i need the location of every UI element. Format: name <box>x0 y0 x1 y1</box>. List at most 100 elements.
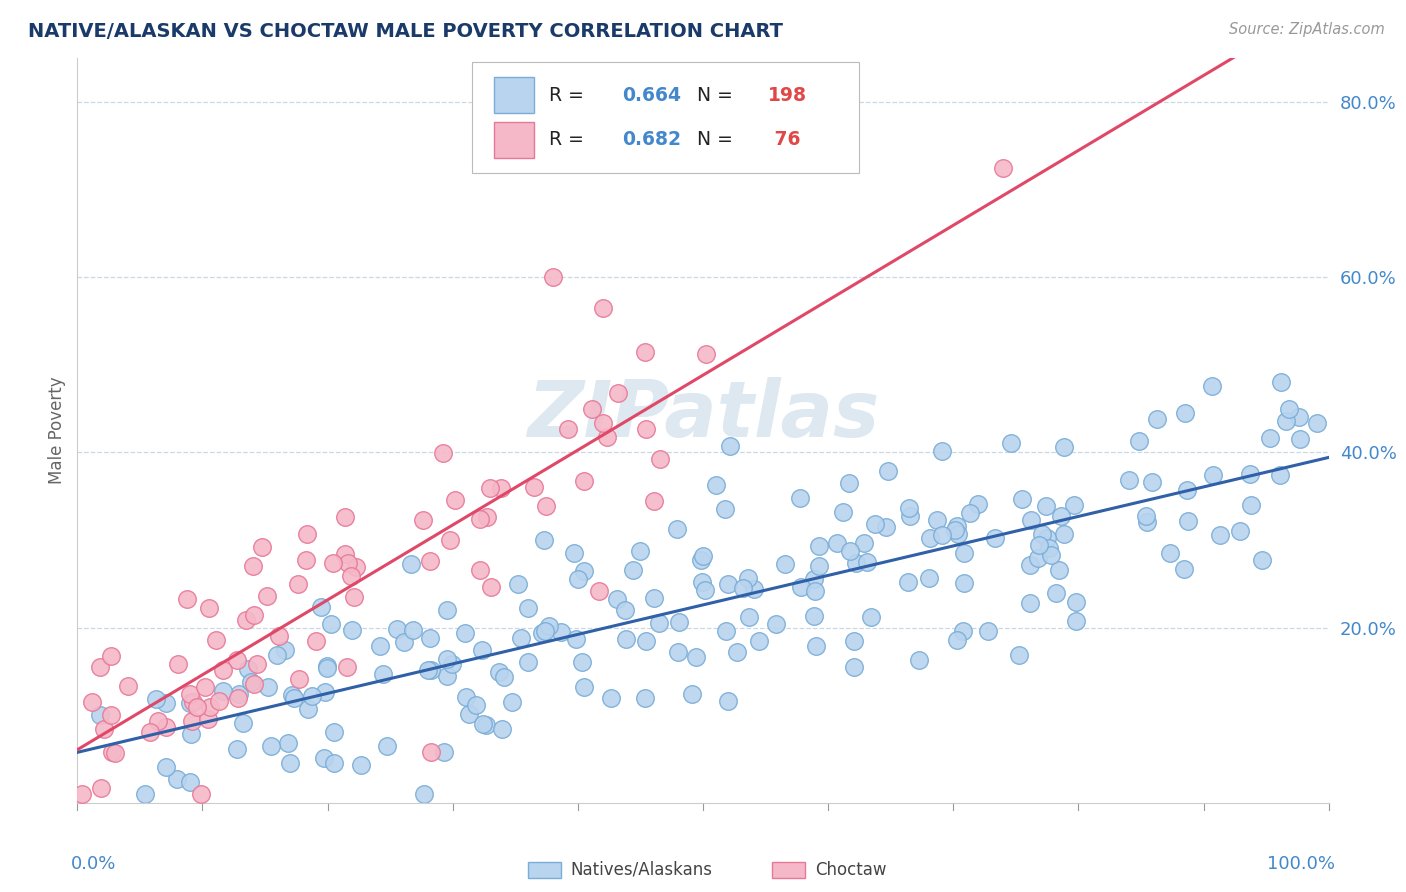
Point <box>418 631 440 645</box>
Point <box>420 745 443 759</box>
Point <box>1053 526 1076 541</box>
Point <box>692 549 714 564</box>
Point <box>807 558 830 573</box>
Point <box>257 680 280 694</box>
Point <box>419 554 441 568</box>
Point <box>470 512 492 526</box>
Point <box>931 527 953 541</box>
Point <box>557 422 579 436</box>
Point <box>628 544 651 558</box>
Point <box>180 726 202 740</box>
Point <box>340 624 363 638</box>
Point <box>599 690 621 705</box>
Point <box>550 624 572 639</box>
Point <box>260 739 283 754</box>
Point <box>1258 431 1281 445</box>
Point <box>1019 596 1042 610</box>
Point <box>614 603 637 617</box>
Point <box>281 688 304 702</box>
Point <box>718 439 741 453</box>
Point <box>226 653 249 667</box>
Point <box>89 660 111 674</box>
Point <box>945 633 967 648</box>
Text: 0.0%: 0.0% <box>72 855 117 873</box>
Point <box>181 695 204 709</box>
Point <box>1270 375 1292 389</box>
Point <box>394 635 416 649</box>
Point <box>832 505 855 519</box>
Point <box>197 712 219 726</box>
Point <box>773 558 796 572</box>
Point <box>731 581 754 595</box>
Point <box>897 574 920 589</box>
Point <box>538 619 561 633</box>
Point <box>155 760 177 774</box>
Point <box>1045 586 1067 600</box>
Point <box>402 624 425 638</box>
Point <box>1159 546 1181 560</box>
Point <box>517 656 540 670</box>
Point <box>134 787 156 801</box>
Point <box>510 632 533 646</box>
Point <box>336 660 359 674</box>
Point <box>82 695 104 709</box>
Point <box>825 535 848 549</box>
Point <box>572 681 595 695</box>
Point <box>1021 513 1043 527</box>
Point <box>501 695 523 709</box>
Point <box>592 301 614 315</box>
Point <box>333 547 356 561</box>
Point <box>1039 549 1062 563</box>
Point <box>228 691 250 706</box>
Point <box>690 575 713 590</box>
Y-axis label: Male Poverty: Male Poverty <box>48 376 66 484</box>
Point <box>312 751 335 765</box>
Point <box>145 692 167 706</box>
Point <box>1000 435 1022 450</box>
Point <box>531 626 554 640</box>
Point <box>717 577 740 591</box>
Point <box>636 633 658 648</box>
Point <box>256 589 278 603</box>
Point <box>413 787 436 801</box>
Point <box>167 657 190 671</box>
Text: NATIVE/ALASKAN VS CHOCTAW MALE POVERTY CORRELATION CHART: NATIVE/ALASKAN VS CHOCTAW MALE POVERTY C… <box>28 22 783 41</box>
Text: Natives/Alaskans: Natives/Alaskans <box>571 861 713 879</box>
Point <box>226 742 249 756</box>
Point <box>198 700 221 714</box>
Point <box>322 556 344 570</box>
Point <box>475 718 498 732</box>
Point <box>337 557 360 571</box>
Point <box>877 464 900 478</box>
Point <box>737 571 759 585</box>
Point <box>993 161 1015 175</box>
Point <box>457 706 479 721</box>
Point <box>139 725 162 739</box>
Point <box>946 527 969 541</box>
Point <box>714 624 737 638</box>
Point <box>596 430 619 444</box>
Point <box>197 600 219 615</box>
Text: 100.0%: 100.0% <box>1267 855 1334 873</box>
Point <box>439 533 461 547</box>
Point <box>918 571 941 585</box>
Point <box>681 687 703 701</box>
Text: 0.682: 0.682 <box>621 130 681 150</box>
Point <box>1011 492 1033 507</box>
Point <box>333 510 356 524</box>
Point <box>267 629 290 643</box>
Point <box>243 608 266 623</box>
Point <box>436 669 458 683</box>
Point <box>243 677 266 691</box>
Point <box>1173 562 1195 576</box>
Point <box>621 563 644 577</box>
Point <box>685 650 707 665</box>
Point <box>90 781 112 796</box>
Point <box>748 634 770 648</box>
Point <box>1208 528 1230 542</box>
Point <box>842 634 865 648</box>
Point <box>977 624 1000 639</box>
Point <box>572 474 595 488</box>
Point <box>742 582 765 597</box>
Text: R =: R = <box>550 86 591 104</box>
